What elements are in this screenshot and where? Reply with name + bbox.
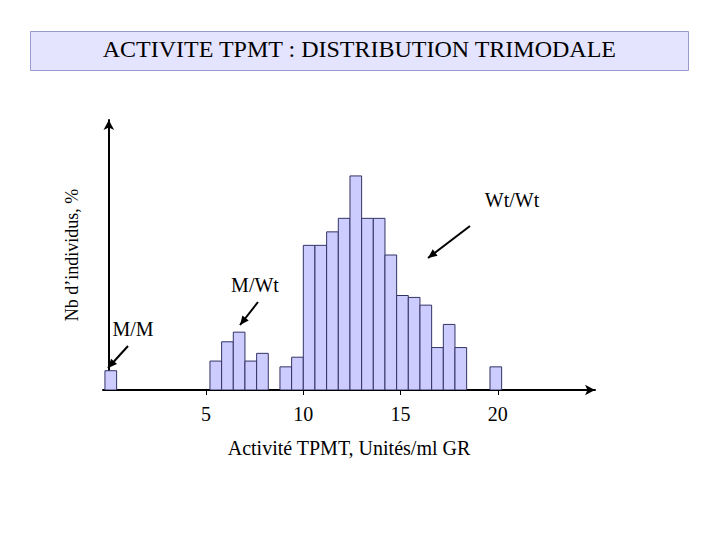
svg-text:Activité TPMT, Unités/ml GR: Activité TPMT, Unités/ml GR <box>228 437 471 459</box>
svg-text:5: 5 <box>201 403 211 425</box>
svg-text:Nb d’individus, %: Nb d’individus, % <box>62 189 82 322</box>
svg-text:15: 15 <box>391 403 411 425</box>
svg-text:20: 20 <box>488 403 508 425</box>
svg-text:M/Wt: M/Wt <box>231 274 279 296</box>
svg-text:M/M: M/M <box>112 318 153 340</box>
svg-text:ACTIVITE TPMT : DISTRIBUTION T: ACTIVITE TPMT : DISTRIBUTION TRIMODALE <box>103 36 616 62</box>
svg-text:Wt/Wt: Wt/Wt <box>485 189 540 211</box>
svg-text:10: 10 <box>293 403 313 425</box>
